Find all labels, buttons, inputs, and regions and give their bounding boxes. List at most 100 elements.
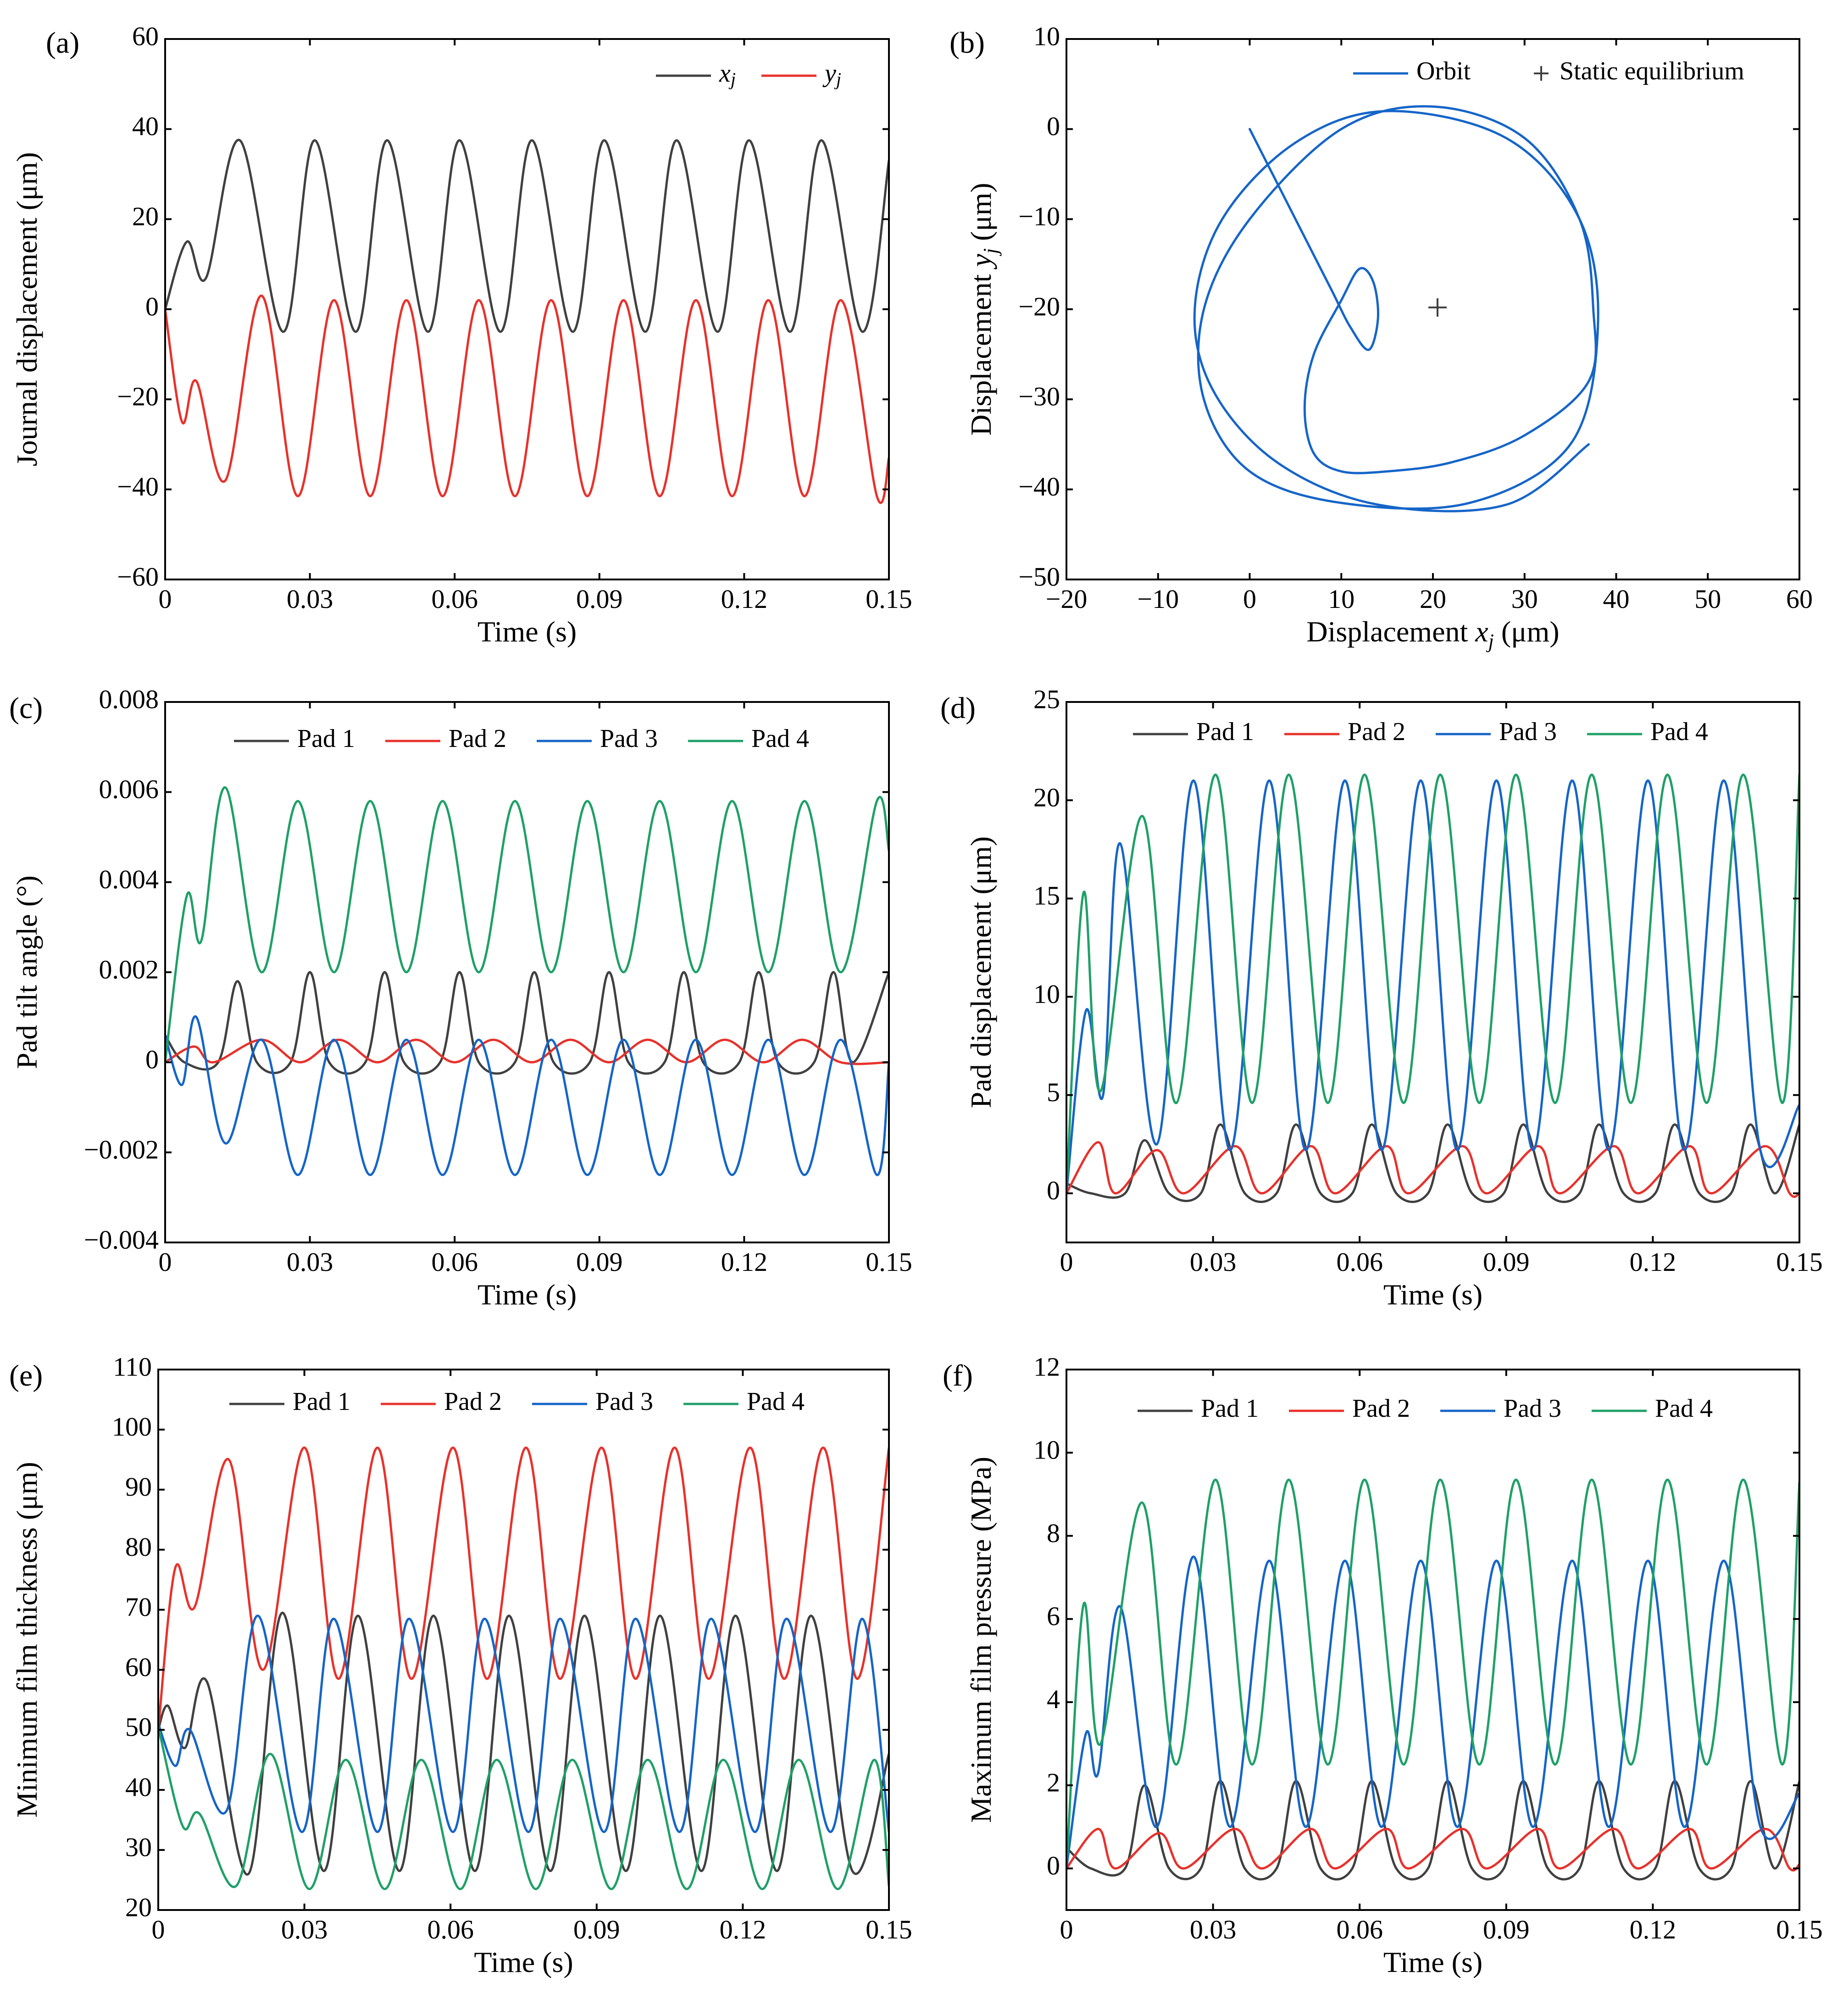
panel-label: (d) [940, 691, 976, 725]
y-tick-label: 60 [132, 21, 159, 51]
y-tick-label: −40 [117, 472, 159, 501]
x-tick-label: 0.09 [576, 1247, 623, 1277]
series-line-3 [158, 1615, 889, 1833]
x-tick-label: 0 [159, 1247, 172, 1277]
y-tick-label: −20 [117, 382, 159, 412]
legend-label: xj [719, 59, 736, 89]
y-tick-label: 100 [112, 1412, 152, 1442]
series-line-4 [158, 1726, 889, 1890]
legend-label: Pad 1 [1196, 718, 1254, 746]
legend-label: Pad 3 [1499, 718, 1557, 746]
y-tick-label: 30 [125, 1832, 152, 1862]
x-tick-label: 40 [1603, 584, 1630, 614]
y-tick-label: 8 [1047, 1518, 1060, 1548]
legend-marker [1534, 66, 1549, 81]
plot-frame [1066, 701, 1800, 1243]
legend-label: Pad 4 [751, 724, 809, 753]
plot-frame [157, 1369, 890, 1911]
x-tick-label: 0.12 [721, 1247, 768, 1277]
panel-label: (f) [943, 1359, 973, 1392]
legend-label: Pad 2 [1348, 718, 1405, 746]
legend-label: Pad 1 [293, 1387, 350, 1416]
x-tick-label: 0.09 [576, 584, 623, 614]
y-tick-label: 4 [1047, 1684, 1060, 1714]
x-tick-label: 0 [152, 1915, 165, 1944]
y-tick-label: 10 [1033, 979, 1060, 1009]
x-tick-label: 0.09 [1483, 1915, 1530, 1944]
y-tick-label: −0.002 [84, 1135, 159, 1164]
y-tick-label: 0 [1047, 1175, 1060, 1205]
legend-label: Static equilibrium [1560, 57, 1744, 85]
x-axis-title: Time (s) [1383, 1278, 1482, 1311]
legend-label: Pad 2 [444, 1387, 502, 1416]
panel-label: (a) [46, 26, 79, 60]
y-tick-label: 0.002 [99, 954, 159, 984]
x-tick-label: 0.06 [1336, 1247, 1383, 1277]
legend-label: Pad 4 [1650, 718, 1708, 746]
x-tick-label: 0 [159, 584, 172, 614]
y-tick-label: 5 [1047, 1077, 1060, 1107]
chart-panel-5: (e) 0 0.03 0.06 0.09 0.12 0.15 20 30 40 50 60 70 80 90… [9, 1352, 912, 1978]
y-tick-label: −40 [1018, 472, 1060, 501]
x-tick-label: 0.03 [287, 1247, 333, 1277]
x-axis-title: Time (s) [477, 1278, 577, 1311]
series-line-3 [1066, 1555, 1799, 1870]
x-tick-label: 30 [1511, 584, 1538, 614]
y-tick-label: 6 [1047, 1601, 1060, 1631]
y-axis-title: Pad tilt angle (°) [11, 875, 43, 1069]
y-tick-label: 0 [145, 1045, 159, 1075]
x-tick-label: 0.06 [1336, 1915, 1383, 1944]
legend-label: yj [822, 59, 841, 89]
y-tick-label: 15 [1033, 881, 1060, 911]
x-tick-label: 20 [1420, 584, 1446, 614]
legend-label: Pad 4 [1655, 1394, 1713, 1423]
x-tick-label: 0.15 [1776, 1247, 1823, 1277]
x-tick-label: 0 [1060, 1915, 1073, 1944]
x-tick-label: 0.09 [573, 1915, 620, 1944]
x-tick-label: 0.03 [1190, 1915, 1237, 1944]
y-tick-label: 50 [125, 1712, 152, 1742]
series-line-2 [165, 1038, 889, 1065]
x-tick-label: 0.03 [287, 584, 333, 614]
y-tick-label: 12 [1033, 1352, 1060, 1381]
y-tick-label: 0 [1047, 1851, 1060, 1881]
x-tick-label: 0 [1060, 1247, 1073, 1277]
y-axis-title: Journal displacement (μm) [11, 152, 43, 467]
y-tick-label: 40 [125, 1772, 152, 1802]
legend-label: Pad 2 [449, 724, 506, 753]
y-tick-label: 0.008 [99, 684, 159, 714]
x-tick-label: 0.12 [1630, 1915, 1676, 1944]
x-tick-label: 0.06 [431, 584, 478, 614]
y-tick-label: 60 [125, 1652, 152, 1682]
x-tick-label: 50 [1694, 584, 1721, 614]
x-tick-label: −10 [1137, 584, 1179, 614]
y-axis-title: Maximum film pressure (MPa) [965, 1457, 997, 1823]
series-line-4 [165, 786, 889, 1064]
series-line-1 [1193, 105, 1599, 512]
y-tick-label: 110 [113, 1352, 152, 1381]
y-tick-label: 40 [132, 111, 159, 141]
series-line-2 [1066, 1141, 1799, 1198]
y-tick-label: 20 [132, 201, 159, 231]
series-line-2 [158, 1446, 889, 1731]
legend-label: Pad 2 [1352, 1394, 1410, 1423]
legend-label: Pad 3 [1504, 1394, 1561, 1423]
panel-label: (e) [9, 1359, 43, 1392]
chart-panel-4: (d) 0 0.03 0.06 0.09 0.12 0.15 0 5 10 15 20 25 Time (… [940, 684, 1823, 1311]
plot-frame [1066, 1369, 1800, 1911]
y-axis-title: Pad displacement (μm) [965, 836, 997, 1108]
y-tick-label: −10 [1018, 201, 1060, 231]
legend-label: Pad 3 [595, 1387, 653, 1416]
y-tick-label: 20 [125, 1892, 152, 1922]
plot-frame [1066, 38, 1800, 580]
x-tick-label: 0.03 [281, 1915, 328, 1944]
series-line-1 [165, 971, 889, 1075]
x-axis-title: Time (s) [474, 1946, 573, 1978]
legend-label: Pad 1 [297, 724, 355, 753]
legend-label: Pad 3 [600, 724, 658, 753]
series-line-2 [165, 295, 889, 504]
x-axis-title: Time (s) [477, 615, 577, 648]
y-tick-label: 0.004 [99, 864, 159, 894]
x-tick-label: 0 [1243, 584, 1256, 614]
y-tick-label: 20 [1033, 782, 1060, 812]
